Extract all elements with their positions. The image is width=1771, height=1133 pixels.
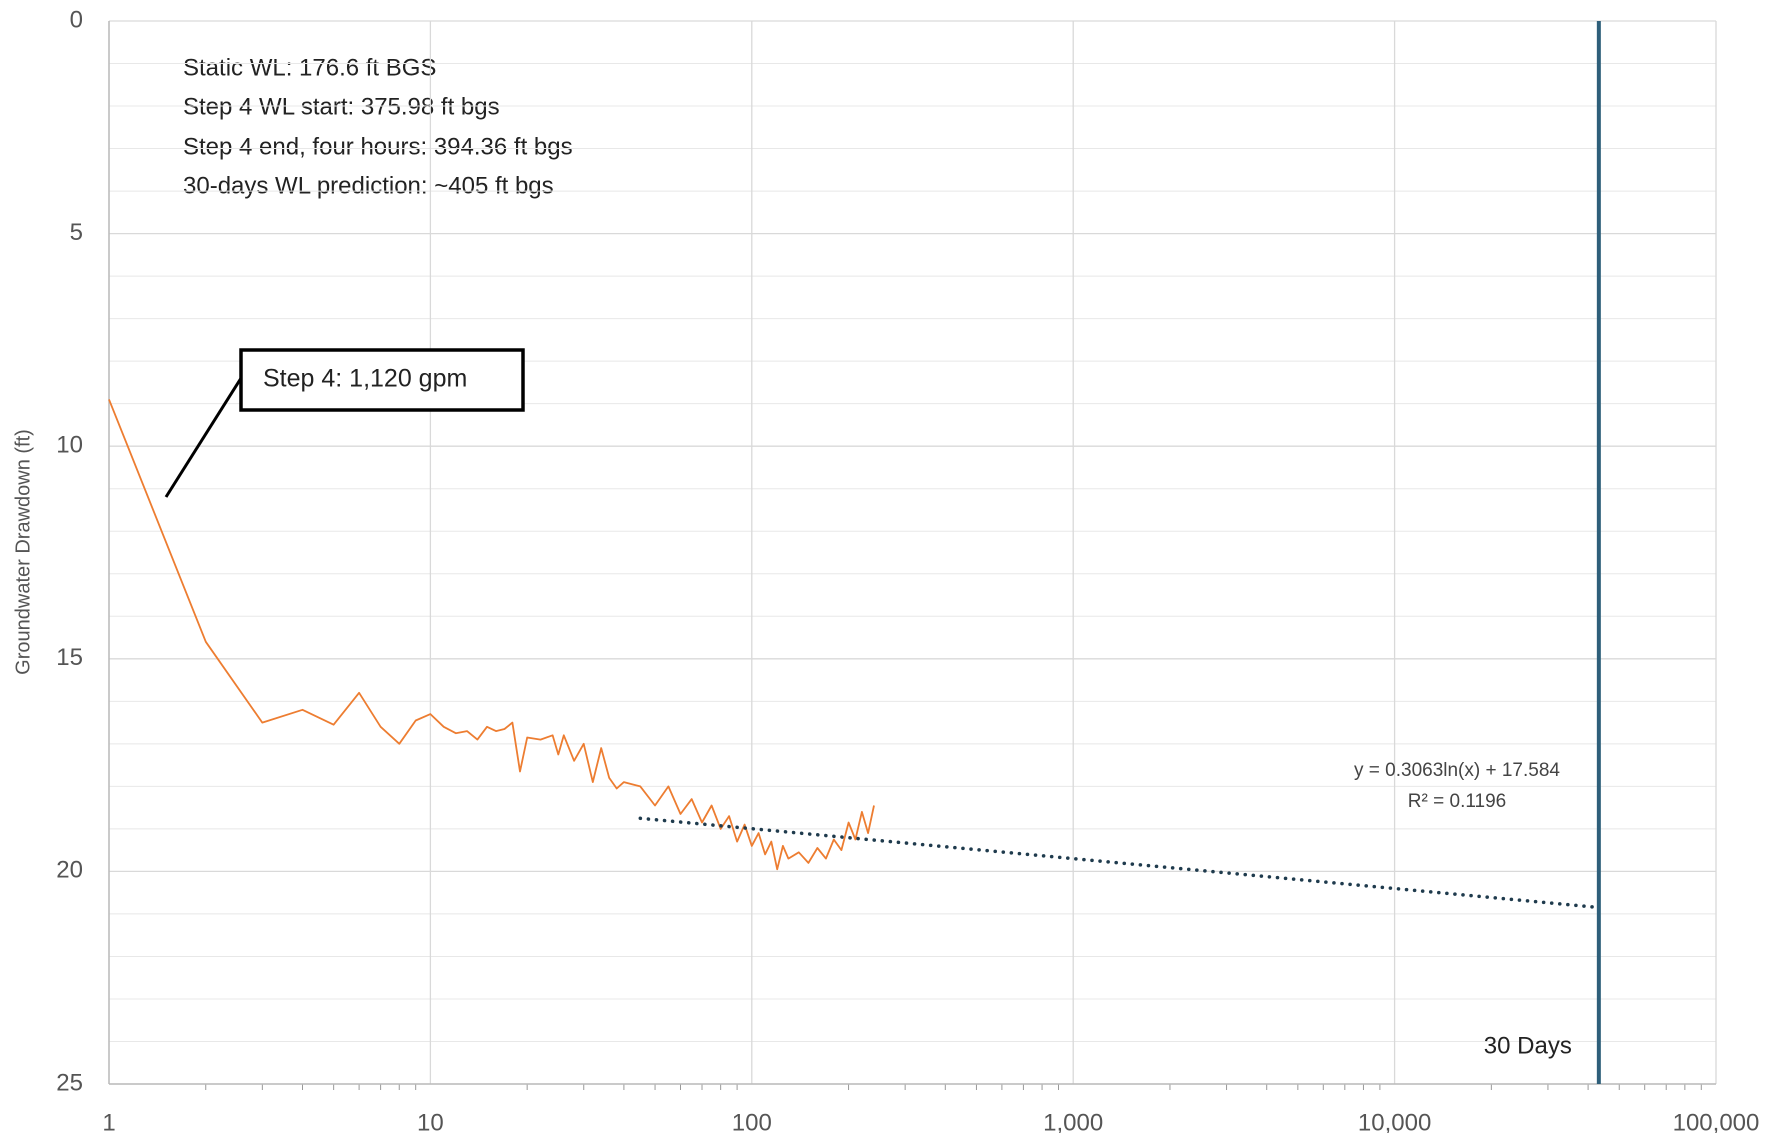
x-tick-label: 10 (417, 1109, 444, 1133)
callout-leader (164, 374, 245, 498)
callout-box (239, 348, 525, 412)
annotation: Static WL: 176.6 ft BGS (183, 54, 436, 81)
annotation: Step 4 WL start: 375.98 ft bgs (183, 93, 500, 120)
y-tick-label: 20 (56, 857, 83, 884)
callout-text: Step 4: 1,120 gpm (263, 365, 467, 393)
y-tick-label: 0 (70, 6, 83, 33)
trend-r2: R² = 0.1196 (1408, 791, 1506, 812)
x-tick-label: 100 (732, 1109, 772, 1133)
y-tick-label: 25 (56, 1069, 83, 1096)
y-tick-label: 5 (70, 219, 83, 246)
x-tick-label: 1 (102, 1109, 115, 1133)
y-tick-label: 15 (56, 644, 83, 671)
trend-line (638, 816, 1601, 910)
x-tick-label: 1,000 (1043, 1109, 1103, 1133)
x-tick-label: 10,000 (1358, 1109, 1431, 1133)
x-tick-label: 100,000 (1673, 1109, 1760, 1133)
trend-equation: y = 0.3063ln(x) + 17.584 (1354, 760, 1560, 781)
vline-label: 30 Days (1484, 1032, 1572, 1059)
data-line (108, 399, 875, 871)
y-axis-label: Groundwater Drawdown (ft) (12, 429, 34, 675)
annotation: 30-days WL prediction: ~405 ft bgs (183, 172, 554, 199)
annotation: Step 4 end, four hours: 394.36 ft bgs (183, 133, 573, 160)
y-tick-label: 10 (56, 432, 83, 459)
